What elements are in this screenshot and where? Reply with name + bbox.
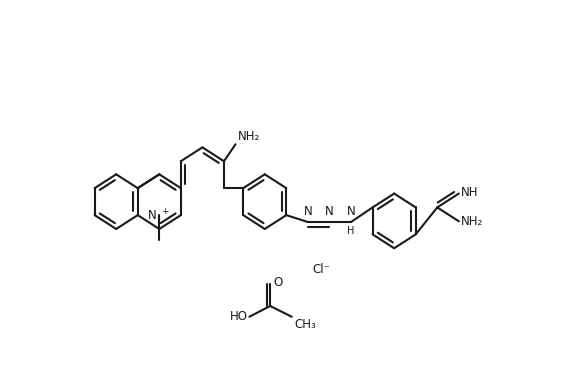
Text: Cl⁻: Cl⁻	[313, 263, 331, 275]
Text: HO: HO	[230, 310, 248, 323]
Text: N: N	[303, 205, 312, 218]
Text: +: +	[161, 207, 168, 216]
Text: NH: NH	[461, 186, 479, 199]
Text: H: H	[347, 226, 355, 236]
Text: N: N	[325, 205, 334, 218]
Text: CH₃: CH₃	[294, 318, 316, 331]
Text: NH₂: NH₂	[238, 130, 260, 143]
Text: NH₂: NH₂	[461, 215, 483, 228]
Text: N: N	[347, 205, 356, 218]
Text: N: N	[148, 209, 157, 222]
Text: O: O	[273, 276, 283, 290]
